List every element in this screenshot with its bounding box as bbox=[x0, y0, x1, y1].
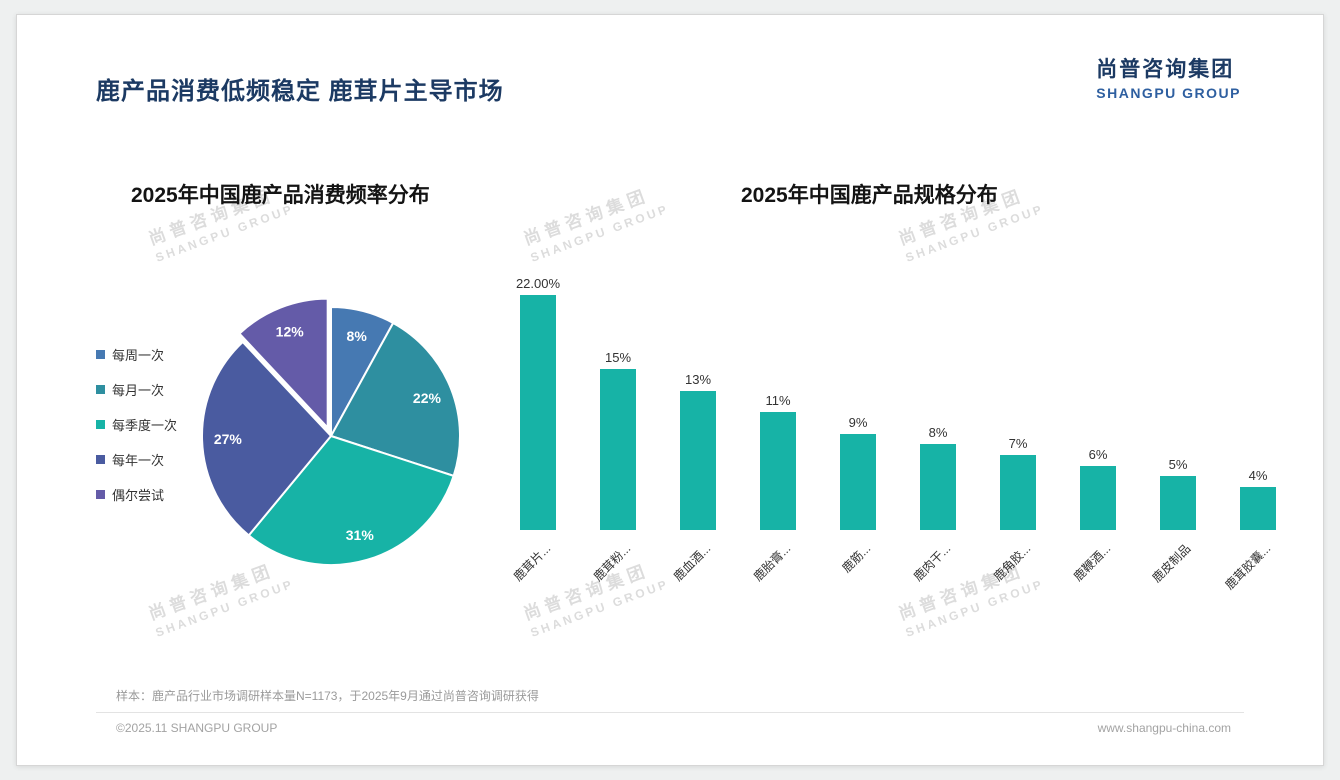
pie-slice-label: 12% bbox=[276, 324, 305, 340]
pie-legend: 每周一次每月一次每季度一次每年一次偶尔尝试 bbox=[96, 337, 177, 512]
bar-chart-title: 2025年中国鹿产品规格分布 bbox=[741, 184, 998, 207]
bar-value-label: 4% bbox=[1248, 468, 1268, 483]
legend-item: 每年一次 bbox=[96, 442, 177, 477]
bar-value-label: 5% bbox=[1168, 457, 1188, 472]
bar bbox=[1000, 455, 1036, 530]
slide: 尚普咨询集团 SHANGPU GROUP 尚普咨询集团 SHANGPU GROUP 尚普… bbox=[16, 14, 1324, 766]
bar-category-label: 鹿筋... bbox=[839, 541, 874, 576]
pie-chart: 8% 22% 31% 27% 12% bbox=[201, 297, 461, 566]
watermark-line-en: SHANGPU GROUP bbox=[903, 201, 1046, 265]
pie-slice-label: 31% bbox=[346, 527, 375, 543]
bar-value-label: 9% bbox=[848, 415, 868, 430]
bar-category-label: 鹿茸胶囊... bbox=[1222, 541, 1274, 593]
pie-slice-label: 22% bbox=[413, 390, 442, 406]
logo-english: SHANGPU GROUP bbox=[1096, 85, 1241, 101]
bar-value-label: 8% bbox=[928, 425, 948, 440]
copyright-text: ©2025.11 SHANGPU GROUP bbox=[116, 721, 278, 735]
legend-item: 每周一次 bbox=[96, 337, 177, 372]
bar-chart: 22.00% 鹿茸片... 15% 鹿茸粉... 13% 鹿血酒... 11% 鹿胎膏... 9… bbox=[487, 265, 1297, 705]
watermark-line-en: SHANGPU GROUP bbox=[153, 201, 296, 265]
pie-slice bbox=[329, 321, 461, 478]
bar bbox=[1080, 466, 1116, 530]
bar-category-label: 鹿胎膏... bbox=[750, 541, 794, 584]
legend-item: 偶尔尝试 bbox=[96, 477, 177, 512]
pie-slice-label: 27% bbox=[214, 431, 243, 447]
bar bbox=[680, 391, 716, 530]
pie-slice bbox=[201, 340, 333, 537]
watermark: 尚普咨询集团 SHANGPU GROUP bbox=[519, 176, 671, 265]
legend-label: 每年一次 bbox=[112, 453, 165, 468]
legend-item: 每季度一次 bbox=[96, 407, 177, 442]
page-title: 鹿产品消费低频稳定 鹿茸片主导市场 bbox=[96, 78, 504, 105]
bar bbox=[840, 434, 876, 530]
footer-divider bbox=[96, 712, 1244, 713]
bar-value-label: 6% bbox=[1088, 447, 1108, 462]
legend-marker bbox=[96, 455, 105, 464]
watermark-line-cn: 尚普咨询集团 bbox=[521, 185, 652, 249]
pie-chart-title: 2025年中国鹿产品消费频率分布 bbox=[131, 184, 430, 207]
bar bbox=[600, 369, 636, 530]
bar-category-label: 鹿肉干... bbox=[910, 541, 954, 584]
legend-marker bbox=[96, 385, 105, 394]
bar-category-label: 鹿角胶... bbox=[990, 541, 1034, 584]
bar-category-label: 鹿血酒... bbox=[670, 541, 714, 584]
bar-category-label: 鹿鞭酒... bbox=[1070, 541, 1114, 584]
legend-label: 偶尔尝试 bbox=[112, 488, 165, 503]
legend-marker bbox=[96, 420, 105, 429]
bar bbox=[1240, 487, 1276, 530]
bar bbox=[760, 412, 796, 530]
bar-category-label: 鹿茸片... bbox=[510, 541, 554, 584]
legend-marker bbox=[96, 490, 105, 499]
pie-slice bbox=[237, 297, 329, 431]
legend-label: 每季度一次 bbox=[112, 418, 178, 433]
bar-value-label: 22.00% bbox=[515, 276, 561, 291]
watermark-line-en: SHANGPU GROUP bbox=[528, 201, 671, 265]
company-logo: 尚普咨询集团 SHANGPU GROUP bbox=[1096, 53, 1241, 101]
sample-note: 样本：鹿产品行业市场调研样本量N=1173，于2025年9月通过尚普咨询调研获得 bbox=[116, 689, 539, 703]
bar bbox=[1160, 476, 1196, 530]
legend-marker bbox=[96, 350, 105, 359]
bar-value-label: 15% bbox=[604, 350, 632, 365]
bar-value-label: 7% bbox=[1008, 436, 1028, 451]
logo-chinese: 尚普咨询集团 bbox=[1096, 58, 1235, 81]
bar-category-label: 鹿茸粉... bbox=[590, 541, 634, 584]
legend-label: 每月一次 bbox=[112, 383, 165, 398]
bar-value-label: 13% bbox=[684, 372, 712, 387]
legend-label: 每周一次 bbox=[112, 348, 165, 363]
website-url: www.shangpu-china.com bbox=[1097, 721, 1231, 735]
pie-slice-label: 8% bbox=[347, 328, 368, 344]
bar bbox=[520, 295, 556, 530]
bar bbox=[920, 444, 956, 530]
legend-item: 每月一次 bbox=[96, 372, 177, 407]
pie-slice bbox=[247, 434, 455, 566]
bar-value-label: 11% bbox=[765, 393, 791, 408]
bar-category-label: 鹿皮制品 bbox=[1149, 541, 1194, 586]
